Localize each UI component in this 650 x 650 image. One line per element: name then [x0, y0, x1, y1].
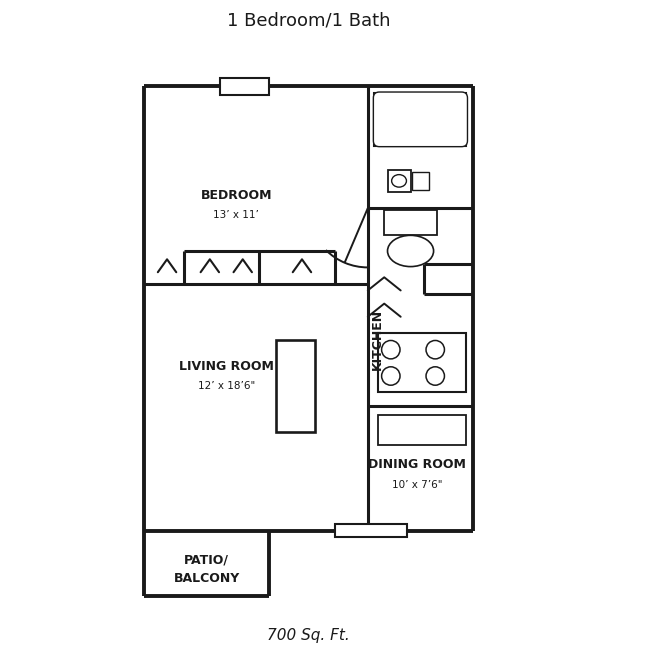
Text: 13’ x 11’: 13’ x 11’ [213, 210, 259, 220]
Text: 12’ x 18’6": 12’ x 18’6" [198, 381, 255, 391]
Bar [378, 333, 467, 393]
Circle shape [426, 341, 445, 359]
Text: BALCONY: BALCONY [174, 572, 240, 585]
Text: BEDROOM: BEDROOM [200, 188, 272, 202]
Circle shape [382, 341, 400, 359]
Ellipse shape [387, 235, 434, 266]
Circle shape [382, 367, 400, 385]
Bar [276, 340, 315, 432]
Bar [412, 172, 428, 190]
Bar [374, 93, 467, 146]
Ellipse shape [392, 175, 406, 187]
Bar [335, 524, 408, 538]
Text: 700 Sq. Ft.: 700 Sq. Ft. [267, 629, 350, 644]
Text: 10’ x 7’6": 10’ x 7’6" [392, 480, 443, 489]
Text: PATIO/: PATIO/ [184, 554, 229, 567]
Text: KITCHEN: KITCHEN [371, 309, 384, 370]
FancyBboxPatch shape [373, 92, 467, 147]
Circle shape [426, 367, 445, 385]
Bar [220, 78, 269, 95]
Bar [387, 170, 411, 192]
Bar [384, 210, 437, 235]
Text: 1 Bedroom/1 Bath: 1 Bedroom/1 Bath [227, 12, 390, 30]
Bar [378, 415, 467, 445]
Text: DINING ROOM: DINING ROOM [368, 458, 466, 471]
Text: LIVING ROOM: LIVING ROOM [179, 359, 274, 372]
